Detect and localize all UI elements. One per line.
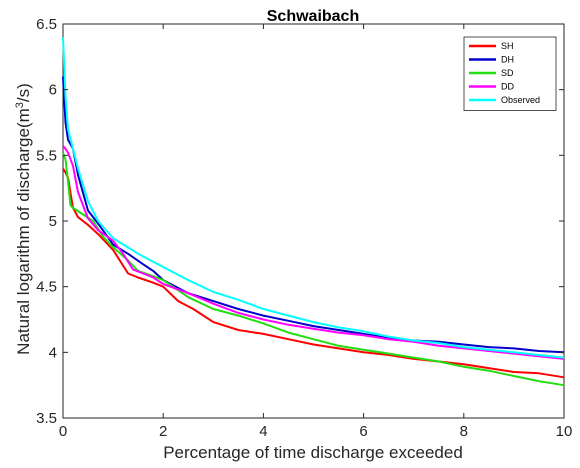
- x-tick-label: 4: [259, 423, 267, 440]
- legend-label-dh: DH: [501, 55, 514, 65]
- y-tick-label: 6: [49, 82, 57, 99]
- chart-title: Schwaibach: [267, 8, 359, 25]
- series-layer: [62, 37, 565, 387]
- x-tick-label: 6: [359, 423, 367, 440]
- series-line-sd: [62, 152, 565, 387]
- y-axis-label: Natural logarithm of discharge(m3/s): [14, 83, 33, 355]
- x-tick-label: 8: [460, 423, 468, 440]
- legend-label-sd: SD: [501, 68, 514, 78]
- x-tick-label: 10: [556, 423, 573, 440]
- legend-label-dd: DD: [501, 82, 514, 92]
- y-tick-label: 3.5: [36, 410, 57, 427]
- y-tick-label: 4.5: [36, 279, 57, 296]
- y-axis-label-end: /s): [14, 83, 33, 102]
- y-tick-label: 5: [49, 213, 57, 230]
- x-tick-label: 2: [159, 423, 167, 440]
- y-axis-ticks: 3.5 4 4.5 5 5.5 6 6.5: [36, 16, 564, 427]
- y-tick-label: 6.5: [36, 16, 57, 33]
- y-tick-label: 4: [49, 344, 57, 361]
- series-line-observed: [62, 37, 565, 359]
- series-line-dd: [62, 145, 565, 360]
- y-axis-label-main: Natural logarithm of discharge(m: [14, 108, 33, 355]
- x-axis-ticks: 0 2 4 6 8 10: [59, 24, 573, 440]
- y-tick-label: 5.5: [36, 147, 57, 164]
- series-line-dh: [62, 76, 565, 354]
- legend: SH DH SD DD Observed: [463, 36, 557, 111]
- x-tick-label: 0: [59, 423, 67, 440]
- legend-label-observed: Observed: [501, 95, 540, 105]
- x-axis-label: Percentage of time discharge exceeded: [163, 443, 463, 462]
- y-axis-label-superscript: 3: [14, 102, 26, 108]
- legend-label-sh: SH: [501, 41, 514, 51]
